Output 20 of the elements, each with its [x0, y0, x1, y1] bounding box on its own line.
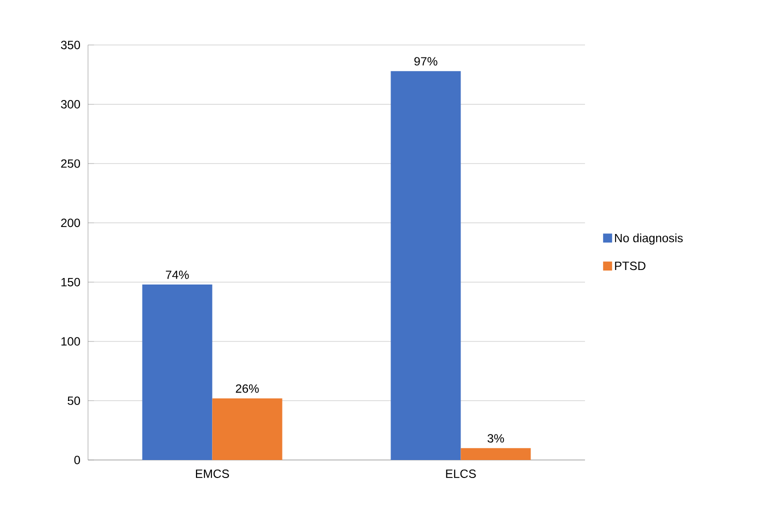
y-tick-label: 50 [68, 396, 80, 405]
annotation: 97% [414, 57, 438, 66]
y-tick-label: 250 [61, 159, 80, 168]
bar [142, 284, 212, 460]
y-tick-label: 200 [61, 218, 80, 228]
annotation: 3% [488, 434, 504, 443]
y-tick-label: 0 [74, 456, 80, 464]
x-tick-label: ELCS [446, 470, 476, 478]
bar [390, 71, 461, 460]
bar [460, 448, 531, 460]
legend-label: No diagnosis [615, 234, 683, 245]
y-tick-label: 350 [60, 40, 80, 50]
legend-label: PTSD [615, 262, 646, 270]
y-tick-label: 150 [61, 278, 80, 286]
annotation: 74% [166, 270, 189, 279]
y-tick-label: 100 [61, 337, 80, 346]
bar [212, 398, 282, 460]
annotation: 26% [236, 384, 259, 393]
x-tick-label: EMCS [196, 470, 229, 478]
y-tick-label: 300 [60, 100, 80, 108]
